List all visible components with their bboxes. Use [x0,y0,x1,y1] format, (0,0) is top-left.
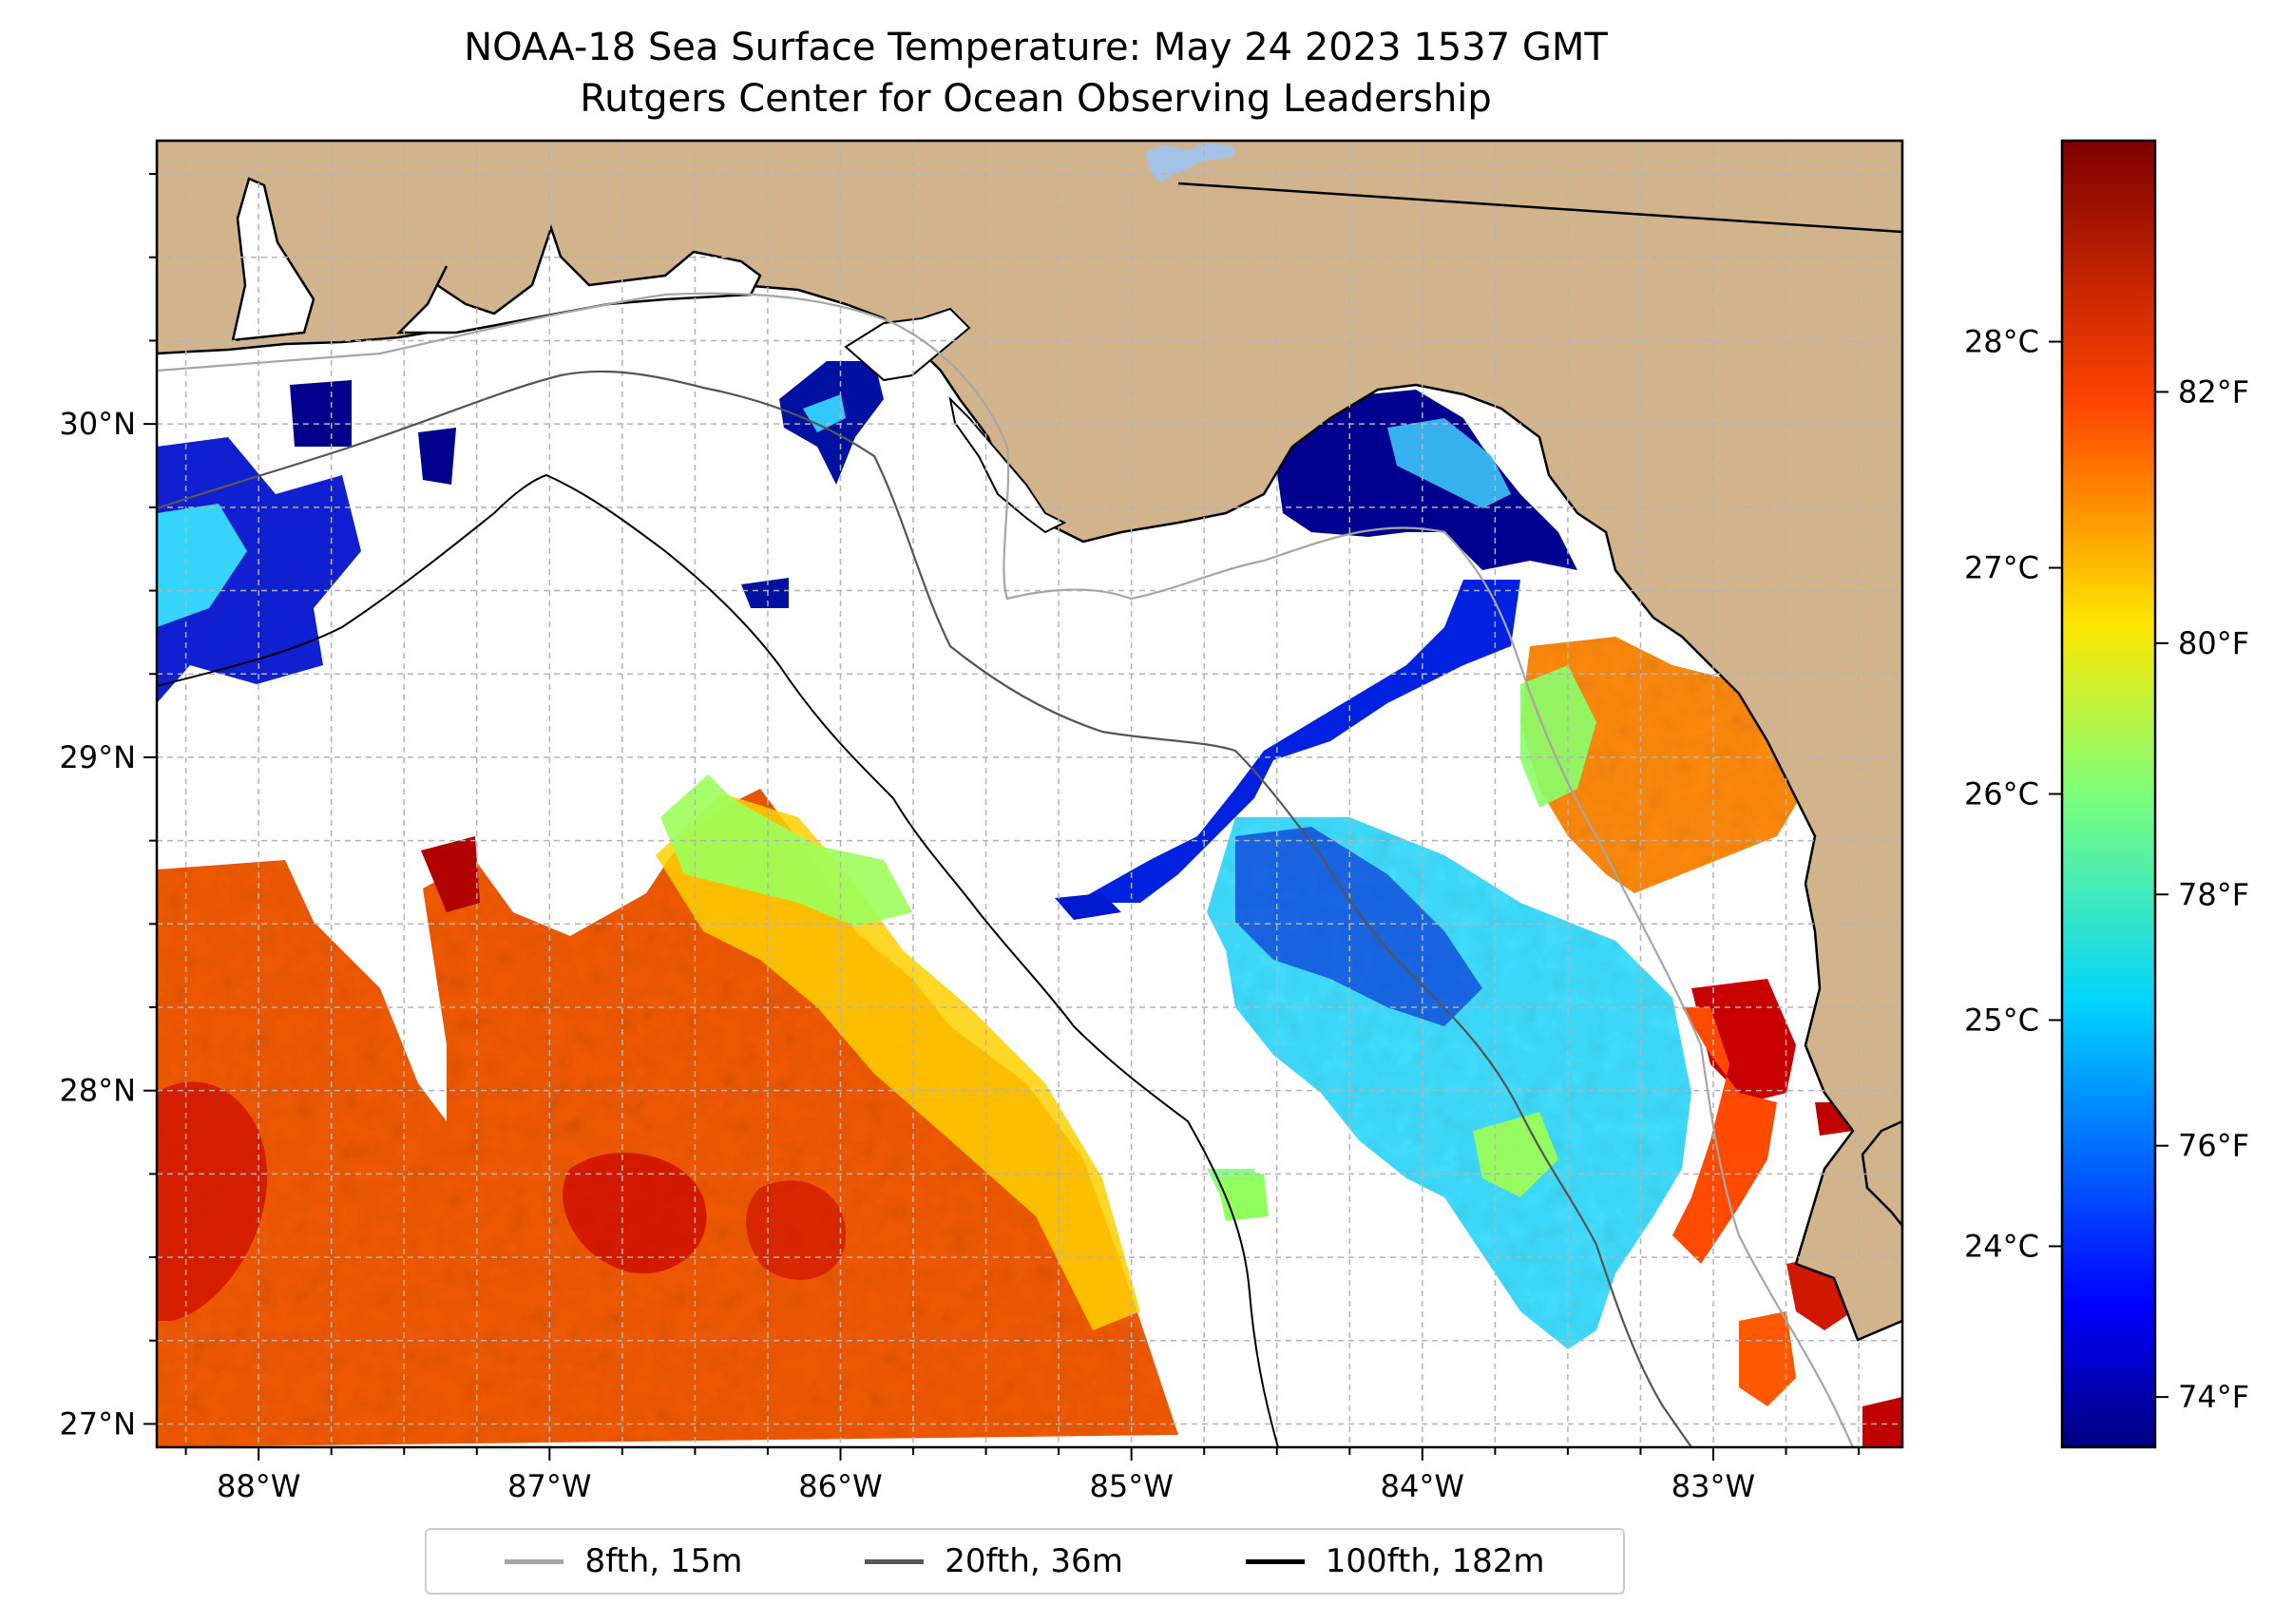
legend-item-8fth: 8fth, 15m [505,1542,742,1580]
choctawhatchee-bay [844,307,971,382]
grid-lat [157,173,1902,1425]
x-axis-longitude: 88°W 87°W 86°W 85°W 84°W 83°W [184,1447,1861,1504]
sst-blue-patch-nw3 [418,428,456,485]
colorbar-f-label: 74°F [2178,1379,2249,1415]
legend-swatch-100fth [1245,1558,1305,1564]
sst-red-patch-west [157,1081,268,1321]
legend-swatch-8fth [505,1558,564,1564]
lake-seminole [1145,143,1235,182]
legend-item-20fth: 20fth, 36m [865,1542,1123,1580]
state-boundary-line [1177,182,1902,234]
colorbar-fahrenheit-ticks: 74°F 76°F 78°F 80°F 82°F [2155,373,2249,1415]
sst-warm-region-west [157,789,1178,1447]
colorbar-f-label: 78°F [2178,876,2249,912]
grid-lon [184,141,1860,1447]
y-axis-latitude: 27°N 28°N 29°N 30°N [59,173,157,1442]
sst-hot-core-2 [746,1180,846,1280]
sst-warm-south [1739,1311,1796,1406]
gridlines [157,141,1902,1447]
colorbar-c-label: 27°C [1964,550,2039,586]
lon-tick-label: 84°W [1381,1468,1464,1504]
sst-red-south [1862,1397,1902,1447]
sst-shelf-green [1473,1112,1558,1197]
colorbar: 74°F 76°F 78°F 80°F 82°F 24°C 25°C 26°C 27°C 28°… [1964,139,2249,1449]
colorbar-celsius-ticks: 24°C 25°C 26°C 27°C 28°C [1964,324,2062,1264]
bathymetry-contours [157,292,1854,1447]
colorbar-f-label: 76°F [2178,1128,2249,1164]
sst-red-tampa [1691,979,1796,1102]
lon-tick-label: 85°W [1089,1468,1173,1504]
sst-warm-tampa [1672,1007,1777,1264]
legend-swatch-20fth [865,1558,925,1564]
map-title: NOAA-18 Sea Surface Temperature: May 24 … [464,26,1608,69]
lon-tick-label: 87°W [507,1468,591,1504]
map-frame [155,139,1904,1449]
legend-label-20fth: 20fth, 36m [945,1542,1123,1580]
sst-green-band [660,774,912,927]
lat-tick-label: 29°N [59,739,136,775]
sst-blue-shelf [1074,580,1520,903]
colorbar-gradient [2062,141,2155,1447]
sst-red-patch-north [421,836,480,912]
sst-blue-patch-small [741,578,789,608]
lon-tick-label: 88°W [217,1468,300,1504]
sst-blue-patch-nw2 [290,380,352,447]
sst-hot-core [563,1153,707,1274]
legend-label-8fth: 8fth, 15m [584,1542,743,1580]
mobile-bay [231,177,315,342]
lat-tick-label: 27°N [59,1405,136,1442]
legend: 8fth, 15m 20fth, 36m 100fth, 182m [425,1528,1625,1595]
lat-tick-label: 30°N [59,406,136,442]
sst-green-offshore [1216,1174,1269,1221]
sst-cyan-bigbend [1387,418,1511,508]
colorbar-c-label: 25°C [1964,1002,2039,1038]
sst-shelf-blue-overlay [1235,827,1482,1026]
sst-green-nature-coast [1520,665,1596,808]
sst-yellow-band [656,793,1140,1330]
lon-tick-label: 83°W [1671,1468,1755,1504]
contour-8fth-15m [157,292,1854,1447]
colorbar-c-label: 24°C [1964,1228,2039,1264]
contour-100fth-182m [157,473,1279,1447]
legend-label-100fth: 100fth, 182m [1325,1542,1545,1580]
legend-item-100fth: 100fth, 182m [1245,1542,1545,1580]
contour-20fth-36m [157,370,1692,1447]
colorbar-c-label: 28°C [1964,324,2039,360]
sst-field [157,361,1902,1447]
colorbar-f-label: 82°F [2178,373,2249,410]
map-area [157,141,1902,1447]
sst-blue-west-shelf [1055,893,1121,920]
sst-cyan-patch-nw [157,504,247,627]
colorbar-f-label: 80°F [2178,625,2249,661]
colorbar-c-label: 26°C [1964,776,2039,812]
map-subtitle: Rutgers Center for Ocean Observing Leade… [580,77,1492,121]
lon-tick-label: 86°W [798,1468,882,1504]
lat-tick-label: 28°N [59,1073,136,1109]
